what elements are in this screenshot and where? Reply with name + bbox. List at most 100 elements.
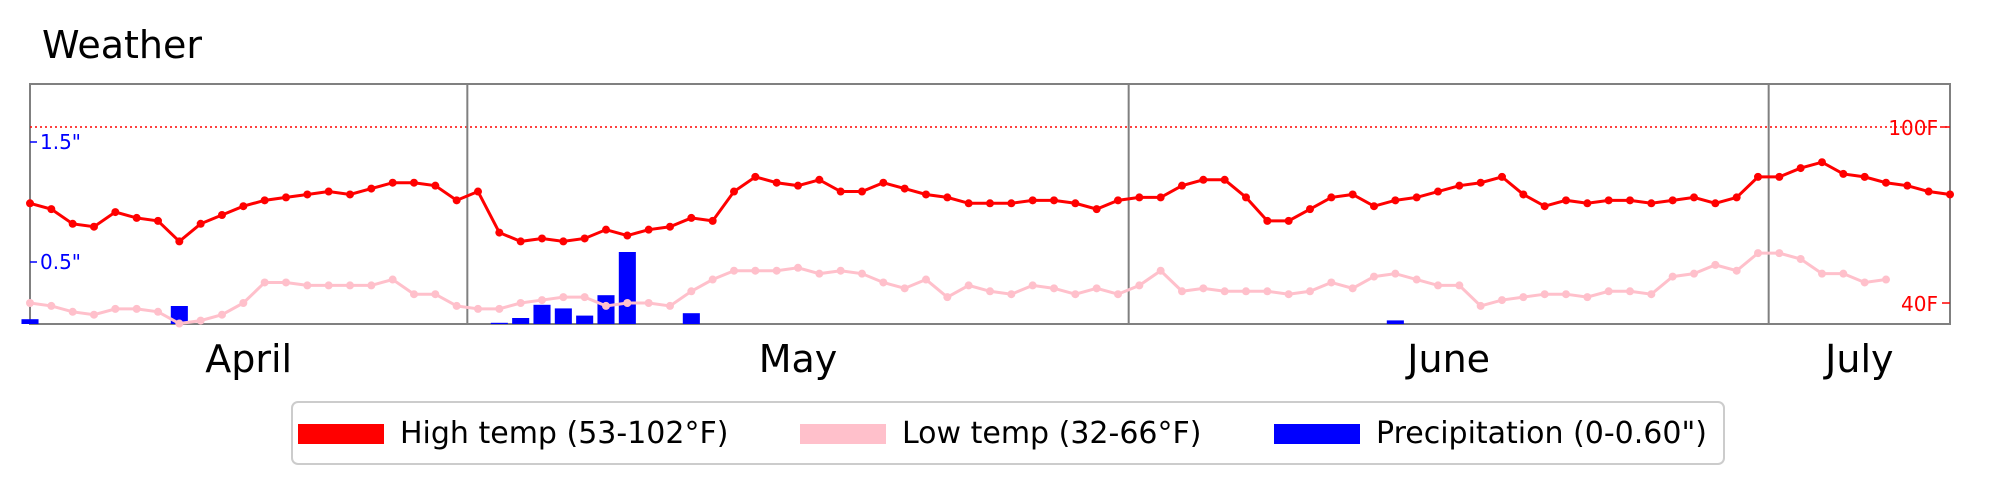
low-temp-point-19 (431, 290, 440, 299)
high-temp-point-11 (260, 196, 269, 205)
low-temp-point-24 (538, 296, 546, 305)
high-temp-point-8 (196, 219, 205, 228)
low-temp-point-57 (1242, 287, 1250, 296)
high-temp-point-27 (602, 225, 610, 234)
high-temp-point-83 (1796, 164, 1805, 173)
high-temp-point-34 (751, 172, 760, 181)
high-temp-point-4 (111, 208, 120, 217)
high-temp-point-78 (1690, 193, 1698, 202)
high-temp-point-74 (1604, 196, 1613, 205)
high-temp-point-71 (1540, 202, 1549, 211)
low-temp-point-83 (1796, 255, 1805, 263)
high-temp-point-82 (1775, 172, 1784, 181)
low-temp-point-13 (303, 281, 312, 290)
high-temp-point-70 (1519, 190, 1528, 199)
high-temp-point-76 (1647, 199, 1656, 208)
low-temp-point-31 (687, 287, 696, 296)
high-temp-point-84 (1818, 158, 1826, 167)
low-temp-point-36 (794, 263, 802, 272)
precip-axis: 1.5" 0.5" (30, 130, 81, 274)
high-temp-point-75 (1626, 196, 1634, 205)
low-temp-point-87 (1882, 275, 1890, 284)
low-temp-point-56 (1220, 287, 1229, 296)
high-temp-point-9 (218, 211, 226, 219)
low-temp-point-29 (644, 299, 653, 307)
legend: High temp (53-102°F) Low temp (32-66°F) … (291, 401, 1725, 465)
temp-axis: 100F 40F (1888, 116, 1950, 316)
low-temp-point-64 (1391, 269, 1400, 278)
low-temp-point-5 (132, 304, 141, 313)
high-temp-point-73 (1583, 199, 1592, 208)
month-label-april: April (205, 337, 292, 381)
high-temp-point-0 (26, 199, 34, 208)
high-temp-point-85 (1839, 169, 1848, 178)
low-temp-point-73 (1583, 293, 1592, 302)
high-temp-point-72 (1562, 196, 1570, 205)
high-temp-point-1 (47, 205, 56, 214)
precip-bar-28 (618, 252, 636, 324)
precip-bar-23 (512, 318, 530, 324)
low-temp-point-48 (1050, 284, 1058, 293)
high-temp-point-52 (1135, 193, 1144, 202)
high-temp-point-81 (1754, 172, 1762, 181)
low-temp-point-6 (154, 307, 162, 316)
precip-bar-31 (682, 313, 700, 324)
high-temp-point-51 (1114, 196, 1122, 205)
low-temp-point-80 (1732, 266, 1741, 275)
high-temp-point-25 (559, 237, 568, 246)
low-temp-point-44 (964, 281, 973, 290)
legend-label-precip: Precipitation (0-0.60") (1376, 416, 1707, 451)
high-temp-point-18 (410, 178, 418, 187)
high-temp-point-54 (1178, 181, 1186, 190)
low-temp-line (29, 251, 1887, 326)
low-temp-point-43 (943, 293, 952, 302)
high-temp-point-59 (1284, 216, 1293, 225)
legend-box (291, 401, 1725, 465)
high-temp-point-47 (1028, 196, 1037, 205)
high-temp-point-90 (1946, 190, 1954, 199)
high-temp-point-38 (836, 187, 845, 196)
high-temp-point-66 (1434, 187, 1442, 196)
low-temp-point-32 (708, 275, 717, 284)
high-temp-point-62 (1348, 190, 1357, 199)
low-temp-point-25 (559, 293, 568, 302)
low-temp-point-16 (367, 281, 376, 290)
low-temp-point-71 (1540, 290, 1549, 299)
high-temp-point-48 (1050, 196, 1058, 205)
precip-bar-22 (490, 322, 508, 324)
low-temp-point-35 (772, 266, 781, 275)
temp-tick-40f: 40F (1901, 292, 1938, 316)
high-temp-point-87 (1882, 178, 1890, 187)
high-temp-point-30 (666, 222, 674, 231)
low-temp-point-18 (410, 290, 418, 299)
low-temp-point-49 (1071, 290, 1080, 299)
high-temp-point-21 (474, 187, 482, 196)
low-temp-point-8 (196, 316, 205, 325)
low-temp-point-41 (900, 284, 909, 293)
high-temp-point-43 (943, 193, 952, 202)
low-temp-point-39 (858, 269, 866, 278)
low-temp-point-23 (516, 299, 525, 307)
high-temp-point-14 (324, 187, 333, 196)
low-temp-point-84 (1818, 269, 1826, 278)
high-temp-point-29 (644, 225, 653, 234)
high-temp-point-26 (580, 234, 589, 243)
legend-label-high: High temp (53-102°F) (400, 416, 728, 451)
high-temp-point-35 (772, 178, 781, 187)
high-temp-point-37 (815, 175, 824, 184)
low-temp-point-1 (47, 301, 56, 310)
low-temp-point-53 (1156, 266, 1165, 275)
low-temp-point-68 (1476, 301, 1485, 310)
low-temp-point-69 (1498, 296, 1506, 305)
low-temp-point-86 (1860, 278, 1869, 287)
low-temp-point-37 (815, 269, 824, 278)
precip-bar-24 (533, 304, 551, 324)
high-temp-point-46 (1007, 199, 1016, 208)
low-temp-point-3 (90, 310, 98, 319)
low-temp-point-26 (580, 293, 589, 302)
high-temp-point-42 (922, 190, 930, 199)
low-temp-point-77 (1668, 272, 1677, 281)
low-temp-point-9 (218, 310, 226, 319)
low-temp-point-67 (1455, 281, 1464, 290)
high-temp-point-24 (538, 234, 546, 243)
